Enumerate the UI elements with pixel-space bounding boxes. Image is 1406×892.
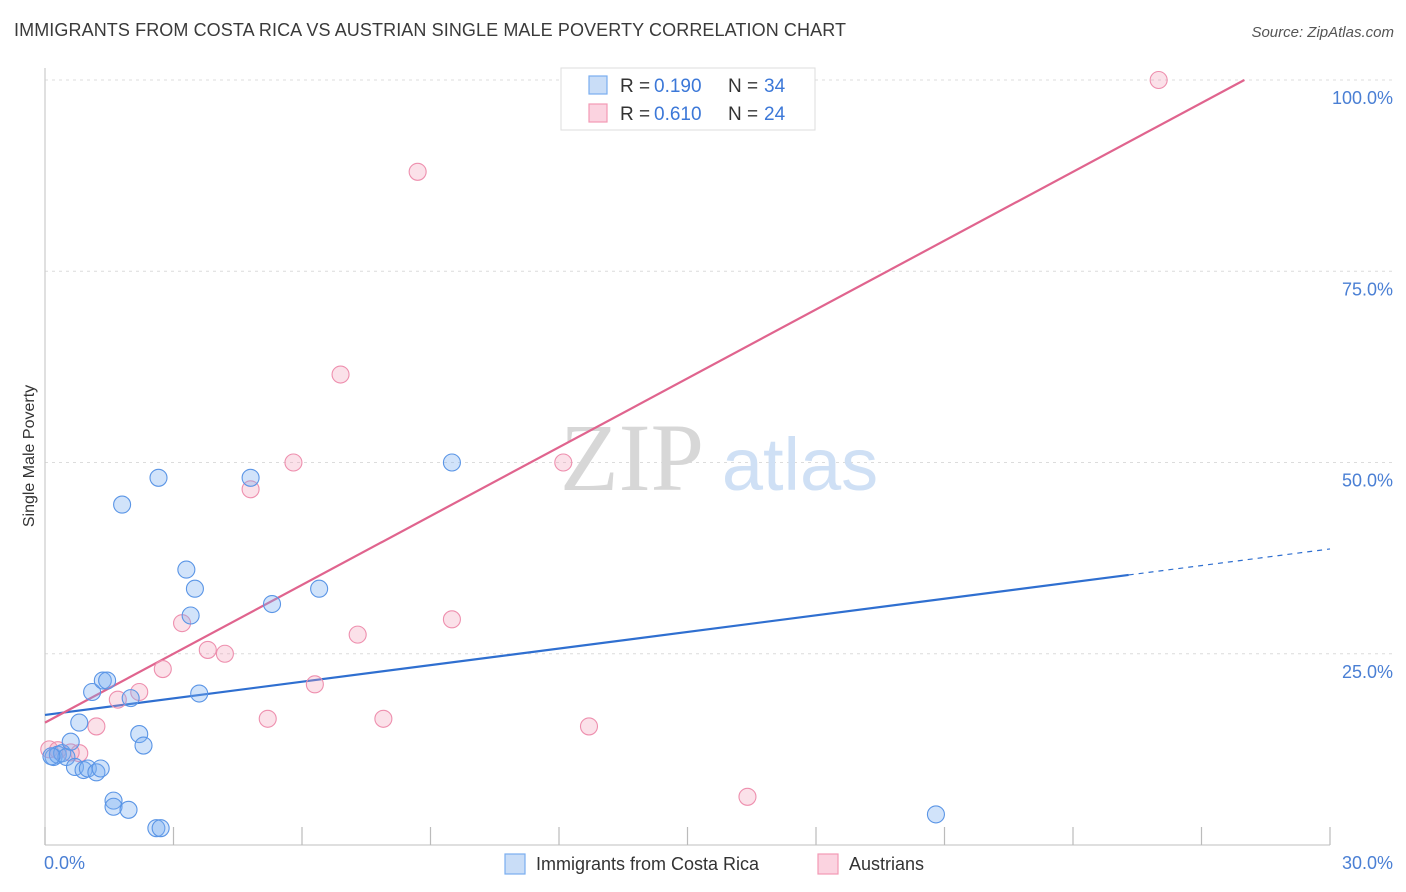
y-tick-label-50: 50.0% bbox=[1342, 471, 1393, 491]
point-austrians-8 bbox=[215, 644, 234, 663]
point-costa-rica-22 bbox=[151, 819, 170, 838]
y-tick-label-25: 25.0% bbox=[1342, 662, 1393, 682]
point-costa-rica-18 bbox=[121, 689, 140, 708]
y-tick-label-100: 100.0% bbox=[1332, 88, 1393, 108]
point-costa-rica-25 bbox=[181, 606, 200, 625]
point-costa-rica-27 bbox=[190, 684, 209, 703]
point-costa-rica-32 bbox=[926, 805, 945, 824]
point-austrians-7 bbox=[198, 640, 217, 659]
point-austrians-5 bbox=[153, 659, 172, 679]
legend-r-value-1: 0.190 bbox=[654, 76, 702, 97]
point-costa-rica-20 bbox=[134, 736, 153, 755]
watermark-atlas: atlas bbox=[722, 423, 878, 506]
point-costa-rica-8 bbox=[78, 759, 97, 778]
legend-n-label-1: N = bbox=[728, 76, 758, 97]
point-austrians-19 bbox=[579, 717, 599, 736]
y-axis-label: Single Male Poverty bbox=[21, 385, 38, 527]
legend-label-austrians: Austrians bbox=[849, 854, 924, 874]
point-austrians-11 bbox=[284, 453, 303, 472]
point-costa-rica-24 bbox=[177, 560, 196, 579]
point-costa-rica-31 bbox=[442, 453, 461, 472]
legend-n-value-2: 24 bbox=[764, 104, 786, 125]
point-austrians-16 bbox=[408, 162, 427, 181]
point-austrians-18 bbox=[554, 453, 573, 472]
point-austrians-21 bbox=[1149, 70, 1168, 90]
point-costa-rica-21 bbox=[147, 819, 166, 838]
point-costa-rica-30 bbox=[310, 579, 329, 598]
point-austrians-20 bbox=[738, 787, 757, 806]
point-costa-rica-11 bbox=[91, 759, 110, 778]
trend-line-costa-rica bbox=[44, 573, 1129, 717]
trend-line-costa-rica-extension bbox=[1128, 548, 1331, 576]
watermark-zip: ZIP bbox=[560, 404, 704, 511]
point-costa-rica-17 bbox=[119, 800, 138, 819]
point-austrians-17 bbox=[442, 610, 461, 629]
legend-swatch-costa-rica bbox=[504, 853, 526, 875]
legend-swatch-pink bbox=[588, 103, 608, 123]
source-label: Source: ZipAtlas.com bbox=[1251, 24, 1394, 41]
stats-legend: R = 0.190 N = 34 R = 0.610 N = 24 bbox=[560, 67, 816, 131]
legend-r-label-2: R = bbox=[620, 104, 650, 125]
legend-swatch-blue bbox=[588, 75, 608, 95]
point-austrians-10 bbox=[258, 709, 277, 728]
x-tick-label-max: 30.0% bbox=[1342, 853, 1393, 873]
point-costa-rica-16 bbox=[113, 495, 132, 514]
point-costa-rica-9 bbox=[83, 682, 102, 702]
series-legend: Immigrants from Costa Rica Austrians bbox=[504, 853, 924, 875]
point-costa-rica-28 bbox=[241, 468, 260, 487]
point-costa-rica-23 bbox=[149, 468, 168, 487]
point-costa-rica-29 bbox=[262, 594, 282, 614]
legend-label-costa-rica: Immigrants from Costa Rica bbox=[536, 854, 760, 874]
legend-r-label-1: R = bbox=[620, 76, 650, 97]
trend-line-austrians bbox=[44, 79, 1245, 724]
point-costa-rica-33 bbox=[42, 747, 61, 766]
point-costa-rica-4 bbox=[61, 732, 80, 751]
point-austrians-14 bbox=[348, 625, 367, 644]
x-tick-label-min: 0.0% bbox=[44, 853, 85, 873]
point-costa-rica-12 bbox=[93, 671, 112, 690]
legend-n-value-1: 34 bbox=[764, 76, 786, 97]
point-austrians-15 bbox=[374, 709, 393, 728]
point-costa-rica-26 bbox=[185, 579, 204, 598]
point-costa-rica-15 bbox=[104, 797, 123, 816]
point-costa-rica-13 bbox=[98, 671, 117, 690]
y-tick-label-75: 75.0% bbox=[1342, 279, 1393, 299]
point-austrians-13 bbox=[331, 365, 350, 384]
legend-n-label-2: N = bbox=[728, 104, 758, 125]
point-costa-rica-19 bbox=[130, 725, 149, 744]
chart-title: IMMIGRANTS FROM COSTA RICA VS AUSTRIAN S… bbox=[14, 20, 847, 40]
legend-r-value-2: 0.610 bbox=[654, 104, 702, 125]
legend-swatch-austrians bbox=[817, 853, 839, 875]
point-costa-rica-14 bbox=[104, 791, 123, 810]
point-austrians-2 bbox=[87, 717, 106, 736]
point-costa-rica-6 bbox=[70, 713, 89, 732]
point-austrians-12 bbox=[305, 675, 324, 694]
